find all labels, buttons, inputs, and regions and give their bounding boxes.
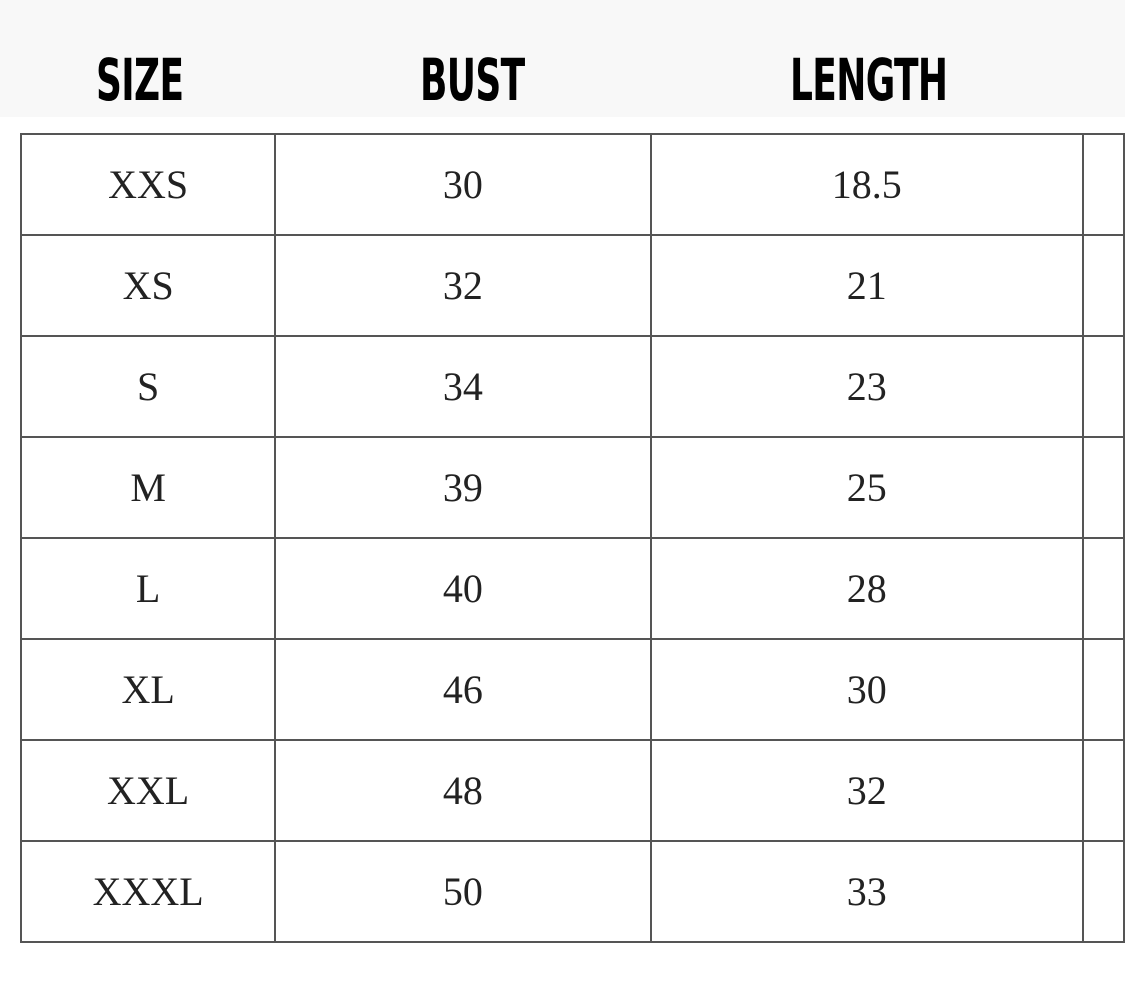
cell-empty: [1082, 739, 1125, 842]
cell-empty: [1082, 335, 1125, 438]
cell-empty: [1082, 436, 1125, 539]
cell-bust: 48: [274, 739, 652, 842]
cell-length: 23: [649, 335, 1084, 438]
cell-bust: 39: [274, 436, 652, 539]
table-row: XL 46 30: [19, 638, 1125, 741]
table-row: M 39 25: [19, 436, 1125, 539]
cell-bust: 50: [274, 840, 652, 943]
table-row: L 40 28: [19, 537, 1125, 640]
table-row: XXS 30 18.5: [19, 133, 1125, 236]
cell-bust: 46: [274, 638, 652, 741]
cell-length: 25: [649, 436, 1084, 539]
cell-size: XXL: [19, 739, 277, 842]
header-band: [0, 0, 1125, 117]
cell-length: 18.5: [649, 133, 1084, 236]
cell-length: 21: [649, 234, 1084, 337]
table-row: XXXL 50 33: [19, 840, 1125, 943]
cell-empty: [1082, 638, 1125, 741]
cell-size: XS: [19, 234, 277, 337]
cell-empty: [1082, 234, 1125, 337]
cell-bust: 40: [274, 537, 652, 640]
cell-size: L: [19, 537, 277, 640]
cell-empty: [1082, 537, 1125, 640]
cell-size: XXXL: [19, 840, 277, 943]
cell-bust: 30: [274, 133, 652, 236]
cell-size: M: [19, 436, 277, 539]
cell-bust: 32: [274, 234, 652, 337]
header-size: SIZE: [96, 46, 184, 114]
table-row: XXL 48 32: [19, 739, 1125, 842]
header-length: LENGTH: [790, 46, 948, 114]
header-bust: BUST: [420, 46, 525, 114]
cell-empty: [1082, 133, 1125, 236]
table-row: XS 32 21: [19, 234, 1125, 337]
cell-length: 28: [649, 537, 1084, 640]
cell-size: XL: [19, 638, 277, 741]
size-chart-table: XXS 30 18.5 XS 32 21 S 34 23 M 39 25 L 40 28 XL 46 30 XXL 4…: [19, 133, 1125, 943]
cell-length: 32: [649, 739, 1084, 842]
cell-size: S: [19, 335, 277, 438]
cell-length: 30: [649, 638, 1084, 741]
cell-length: 33: [649, 840, 1084, 943]
cell-bust: 34: [274, 335, 652, 438]
cell-empty: [1082, 840, 1125, 943]
cell-size: XXS: [19, 133, 277, 236]
table-row: S 34 23: [19, 335, 1125, 438]
